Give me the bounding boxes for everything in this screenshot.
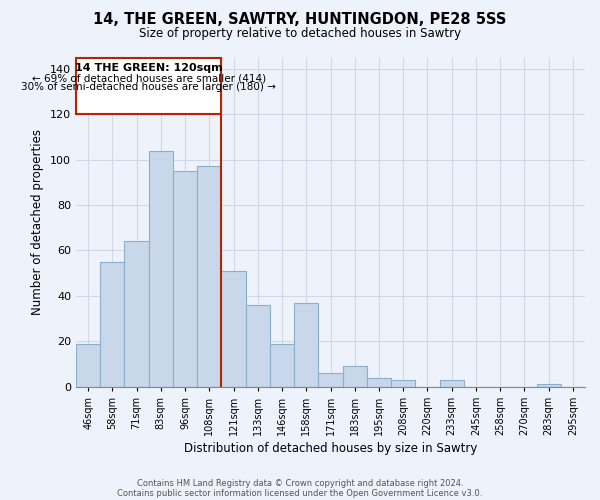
Bar [294, 302, 319, 386]
Bar [124, 242, 149, 386]
Bar [367, 378, 391, 386]
Bar [440, 380, 464, 386]
Text: 14, THE GREEN, SAWTRY, HUNTINGDON, PE28 5SS: 14, THE GREEN, SAWTRY, HUNTINGDON, PE28 … [94, 12, 506, 28]
Bar [343, 366, 367, 386]
Bar [197, 166, 221, 386]
Bar [76, 344, 100, 386]
Bar [319, 373, 343, 386]
Bar [536, 384, 561, 386]
Bar [245, 305, 270, 386]
Bar [149, 150, 173, 386]
Bar [221, 271, 245, 386]
Y-axis label: Number of detached properties: Number of detached properties [31, 129, 44, 315]
X-axis label: Distribution of detached houses by size in Sawtry: Distribution of detached houses by size … [184, 442, 477, 455]
Bar [270, 344, 294, 386]
Bar [100, 262, 124, 386]
Text: Size of property relative to detached houses in Sawtry: Size of property relative to detached ho… [139, 28, 461, 40]
Text: ← 69% of detached houses are smaller (414): ← 69% of detached houses are smaller (41… [32, 74, 266, 84]
Text: 30% of semi-detached houses are larger (180) →: 30% of semi-detached houses are larger (… [21, 82, 276, 92]
Bar [391, 380, 415, 386]
Text: Contains HM Land Registry data © Crown copyright and database right 2024.: Contains HM Land Registry data © Crown c… [137, 478, 463, 488]
Text: 14 THE GREEN: 120sqm: 14 THE GREEN: 120sqm [75, 63, 223, 73]
Bar [173, 171, 197, 386]
Bar [76, 58, 221, 114]
Text: Contains public sector information licensed under the Open Government Licence v3: Contains public sector information licen… [118, 488, 482, 498]
